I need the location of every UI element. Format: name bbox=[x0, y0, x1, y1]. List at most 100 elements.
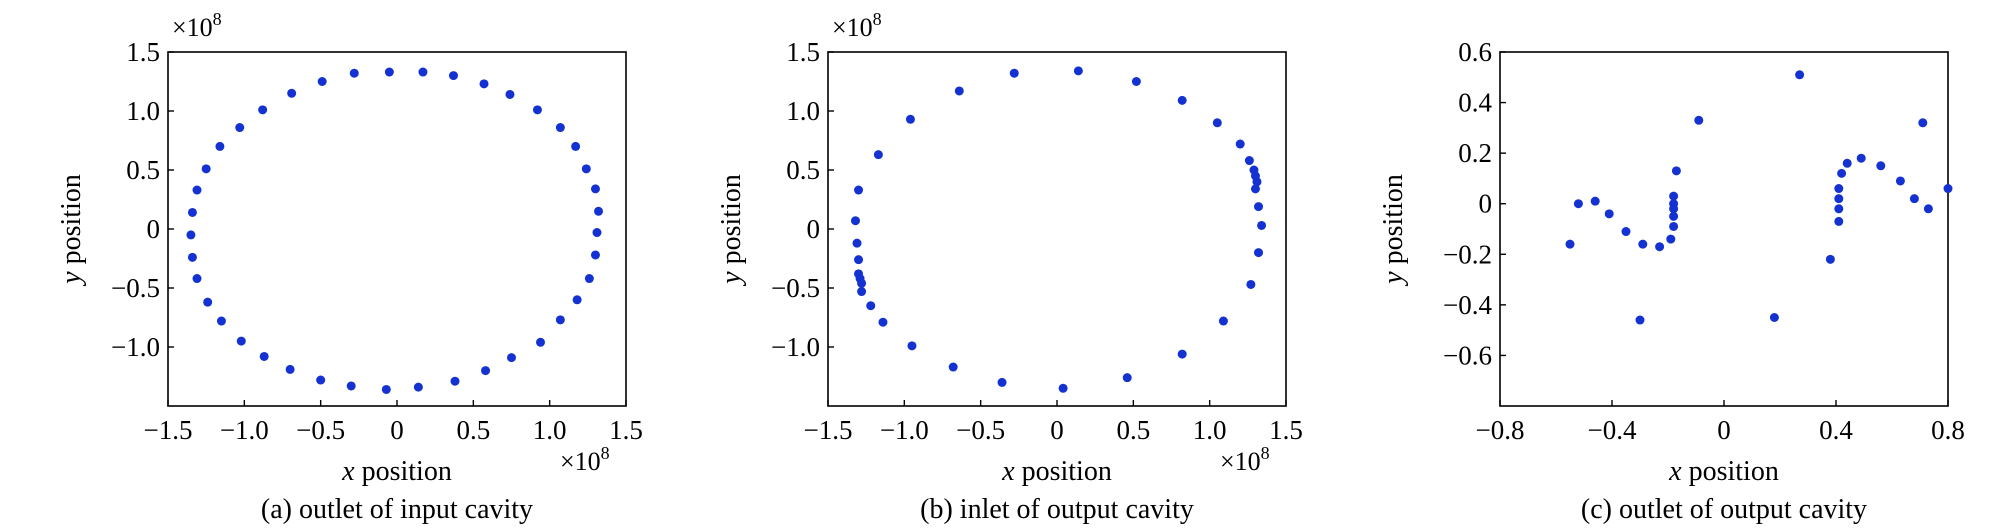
data-point bbox=[384, 67, 394, 77]
data-point bbox=[1635, 315, 1645, 325]
data-point bbox=[1638, 239, 1648, 249]
data-point bbox=[187, 207, 197, 217]
data-point bbox=[857, 287, 867, 297]
data-point bbox=[1918, 118, 1928, 128]
panel-b-x-axis-label: x position bbox=[1001, 456, 1112, 487]
panel-b-x-multiplier: ×108 bbox=[1220, 443, 1270, 476]
data-point bbox=[287, 88, 297, 98]
panel-b-x-ticks: −1.5 −1.0 −0.5 0 0.5 1.0 1.5 bbox=[804, 400, 1303, 445]
panel-b-y-ticks: −1.0 −0.5 0 0.5 1.0 1.5 bbox=[771, 37, 834, 362]
data-point bbox=[1694, 115, 1704, 125]
x-tick-label: −0.5 bbox=[956, 415, 1005, 445]
data-point bbox=[1842, 158, 1852, 168]
y-tick-label: 0.2 bbox=[1458, 138, 1492, 168]
data-point bbox=[1122, 373, 1132, 383]
data-point bbox=[1565, 239, 1575, 249]
data-point bbox=[481, 366, 491, 376]
panel-c-y-axis-label: y position bbox=[1378, 174, 1409, 287]
data-point bbox=[1212, 118, 1222, 128]
data-point bbox=[346, 381, 356, 391]
data-point bbox=[235, 123, 245, 133]
data-point bbox=[201, 164, 211, 174]
data-point bbox=[1769, 313, 1779, 322]
data-point bbox=[1131, 77, 1141, 86]
data-point bbox=[1573, 199, 1583, 209]
data-point bbox=[907, 341, 917, 351]
data-point bbox=[854, 185, 864, 195]
data-point bbox=[590, 250, 600, 260]
panel-a-points bbox=[186, 67, 604, 394]
data-point bbox=[1669, 199, 1679, 209]
data-point bbox=[1058, 383, 1068, 393]
data-point bbox=[507, 353, 516, 363]
y-tick-label: 0 bbox=[807, 214, 821, 244]
data-point bbox=[592, 228, 602, 238]
data-point bbox=[878, 317, 888, 327]
data-point bbox=[1834, 204, 1844, 214]
panel-b: ×108 −1.5 −1.0 −0.5 0 0.5 1.0 1.5 −1.0 −0.5 0 0.5… bbox=[716, 9, 1303, 525]
data-point bbox=[186, 230, 196, 240]
data-point bbox=[1795, 70, 1805, 80]
data-point bbox=[532, 105, 542, 115]
data-point bbox=[1655, 242, 1665, 252]
data-point bbox=[258, 105, 268, 115]
panel-b-y-axis-label: y position bbox=[716, 174, 747, 287]
data-point bbox=[854, 255, 864, 265]
data-point bbox=[259, 351, 269, 361]
x-tick-label: 1.5 bbox=[609, 415, 643, 445]
y-tick-label: 0 bbox=[147, 214, 161, 244]
panel-c-points bbox=[1565, 70, 1953, 325]
data-point bbox=[316, 375, 326, 385]
data-point bbox=[948, 362, 958, 372]
x-tick-label: 0.5 bbox=[1116, 415, 1150, 445]
data-point bbox=[1246, 279, 1256, 289]
x-tick-label: −1.0 bbox=[220, 415, 269, 445]
panel-a-plot-frame bbox=[167, 51, 627, 407]
y-tick-label: 0.5 bbox=[786, 155, 820, 185]
data-point bbox=[381, 384, 391, 394]
data-point bbox=[1073, 66, 1083, 76]
x-tick-label: 0.8 bbox=[1931, 415, 1965, 445]
panel-a-y-multiplier: ×108 bbox=[172, 9, 222, 42]
data-point bbox=[1669, 221, 1679, 231]
x-tick-label: 1.0 bbox=[533, 415, 567, 445]
y-tick-label: −0.4 bbox=[1443, 290, 1492, 320]
y-tick-label: −1.0 bbox=[771, 332, 820, 362]
data-point bbox=[187, 252, 197, 262]
y-tick-label: 1.5 bbox=[786, 37, 820, 67]
data-point bbox=[581, 164, 591, 174]
data-point bbox=[555, 315, 565, 325]
panel-a-y-ticks: −1.0 −0.5 0 0.5 1.0 1.5 bbox=[111, 37, 174, 362]
data-point bbox=[216, 316, 226, 326]
x-tick-label: −1.0 bbox=[880, 415, 929, 445]
panel-a-x-axis-label: x position bbox=[341, 456, 452, 487]
data-point bbox=[954, 86, 964, 96]
data-point bbox=[450, 376, 460, 386]
x-tick-label: 0 bbox=[1717, 415, 1731, 445]
data-point bbox=[413, 382, 423, 392]
data-point bbox=[1943, 184, 1953, 194]
data-point bbox=[479, 79, 489, 89]
data-point bbox=[1669, 191, 1679, 201]
x-tick-label: 0 bbox=[390, 415, 404, 445]
data-point bbox=[1252, 177, 1262, 187]
y-tick-label: −0.5 bbox=[111, 273, 160, 303]
panel-c-caption: (c) outlet of output cavity bbox=[1581, 494, 1867, 525]
data-point bbox=[905, 114, 915, 124]
data-point bbox=[850, 216, 860, 226]
data-point bbox=[236, 336, 246, 346]
data-point bbox=[1669, 211, 1679, 221]
x-tick-label: 1.5 bbox=[1269, 415, 1303, 445]
data-point bbox=[505, 89, 515, 99]
data-point bbox=[1009, 68, 1019, 78]
data-point bbox=[590, 184, 600, 194]
data-point bbox=[1250, 184, 1260, 194]
x-tick-label: −1.5 bbox=[144, 415, 193, 445]
data-point bbox=[1177, 95, 1187, 105]
x-tick-label: 0.5 bbox=[456, 415, 490, 445]
data-point bbox=[1895, 176, 1905, 186]
panel-b-y-multiplier: ×108 bbox=[832, 9, 882, 42]
x-tick-label: 0 bbox=[1050, 415, 1064, 445]
data-point bbox=[1834, 194, 1844, 204]
data-point bbox=[1837, 168, 1847, 178]
